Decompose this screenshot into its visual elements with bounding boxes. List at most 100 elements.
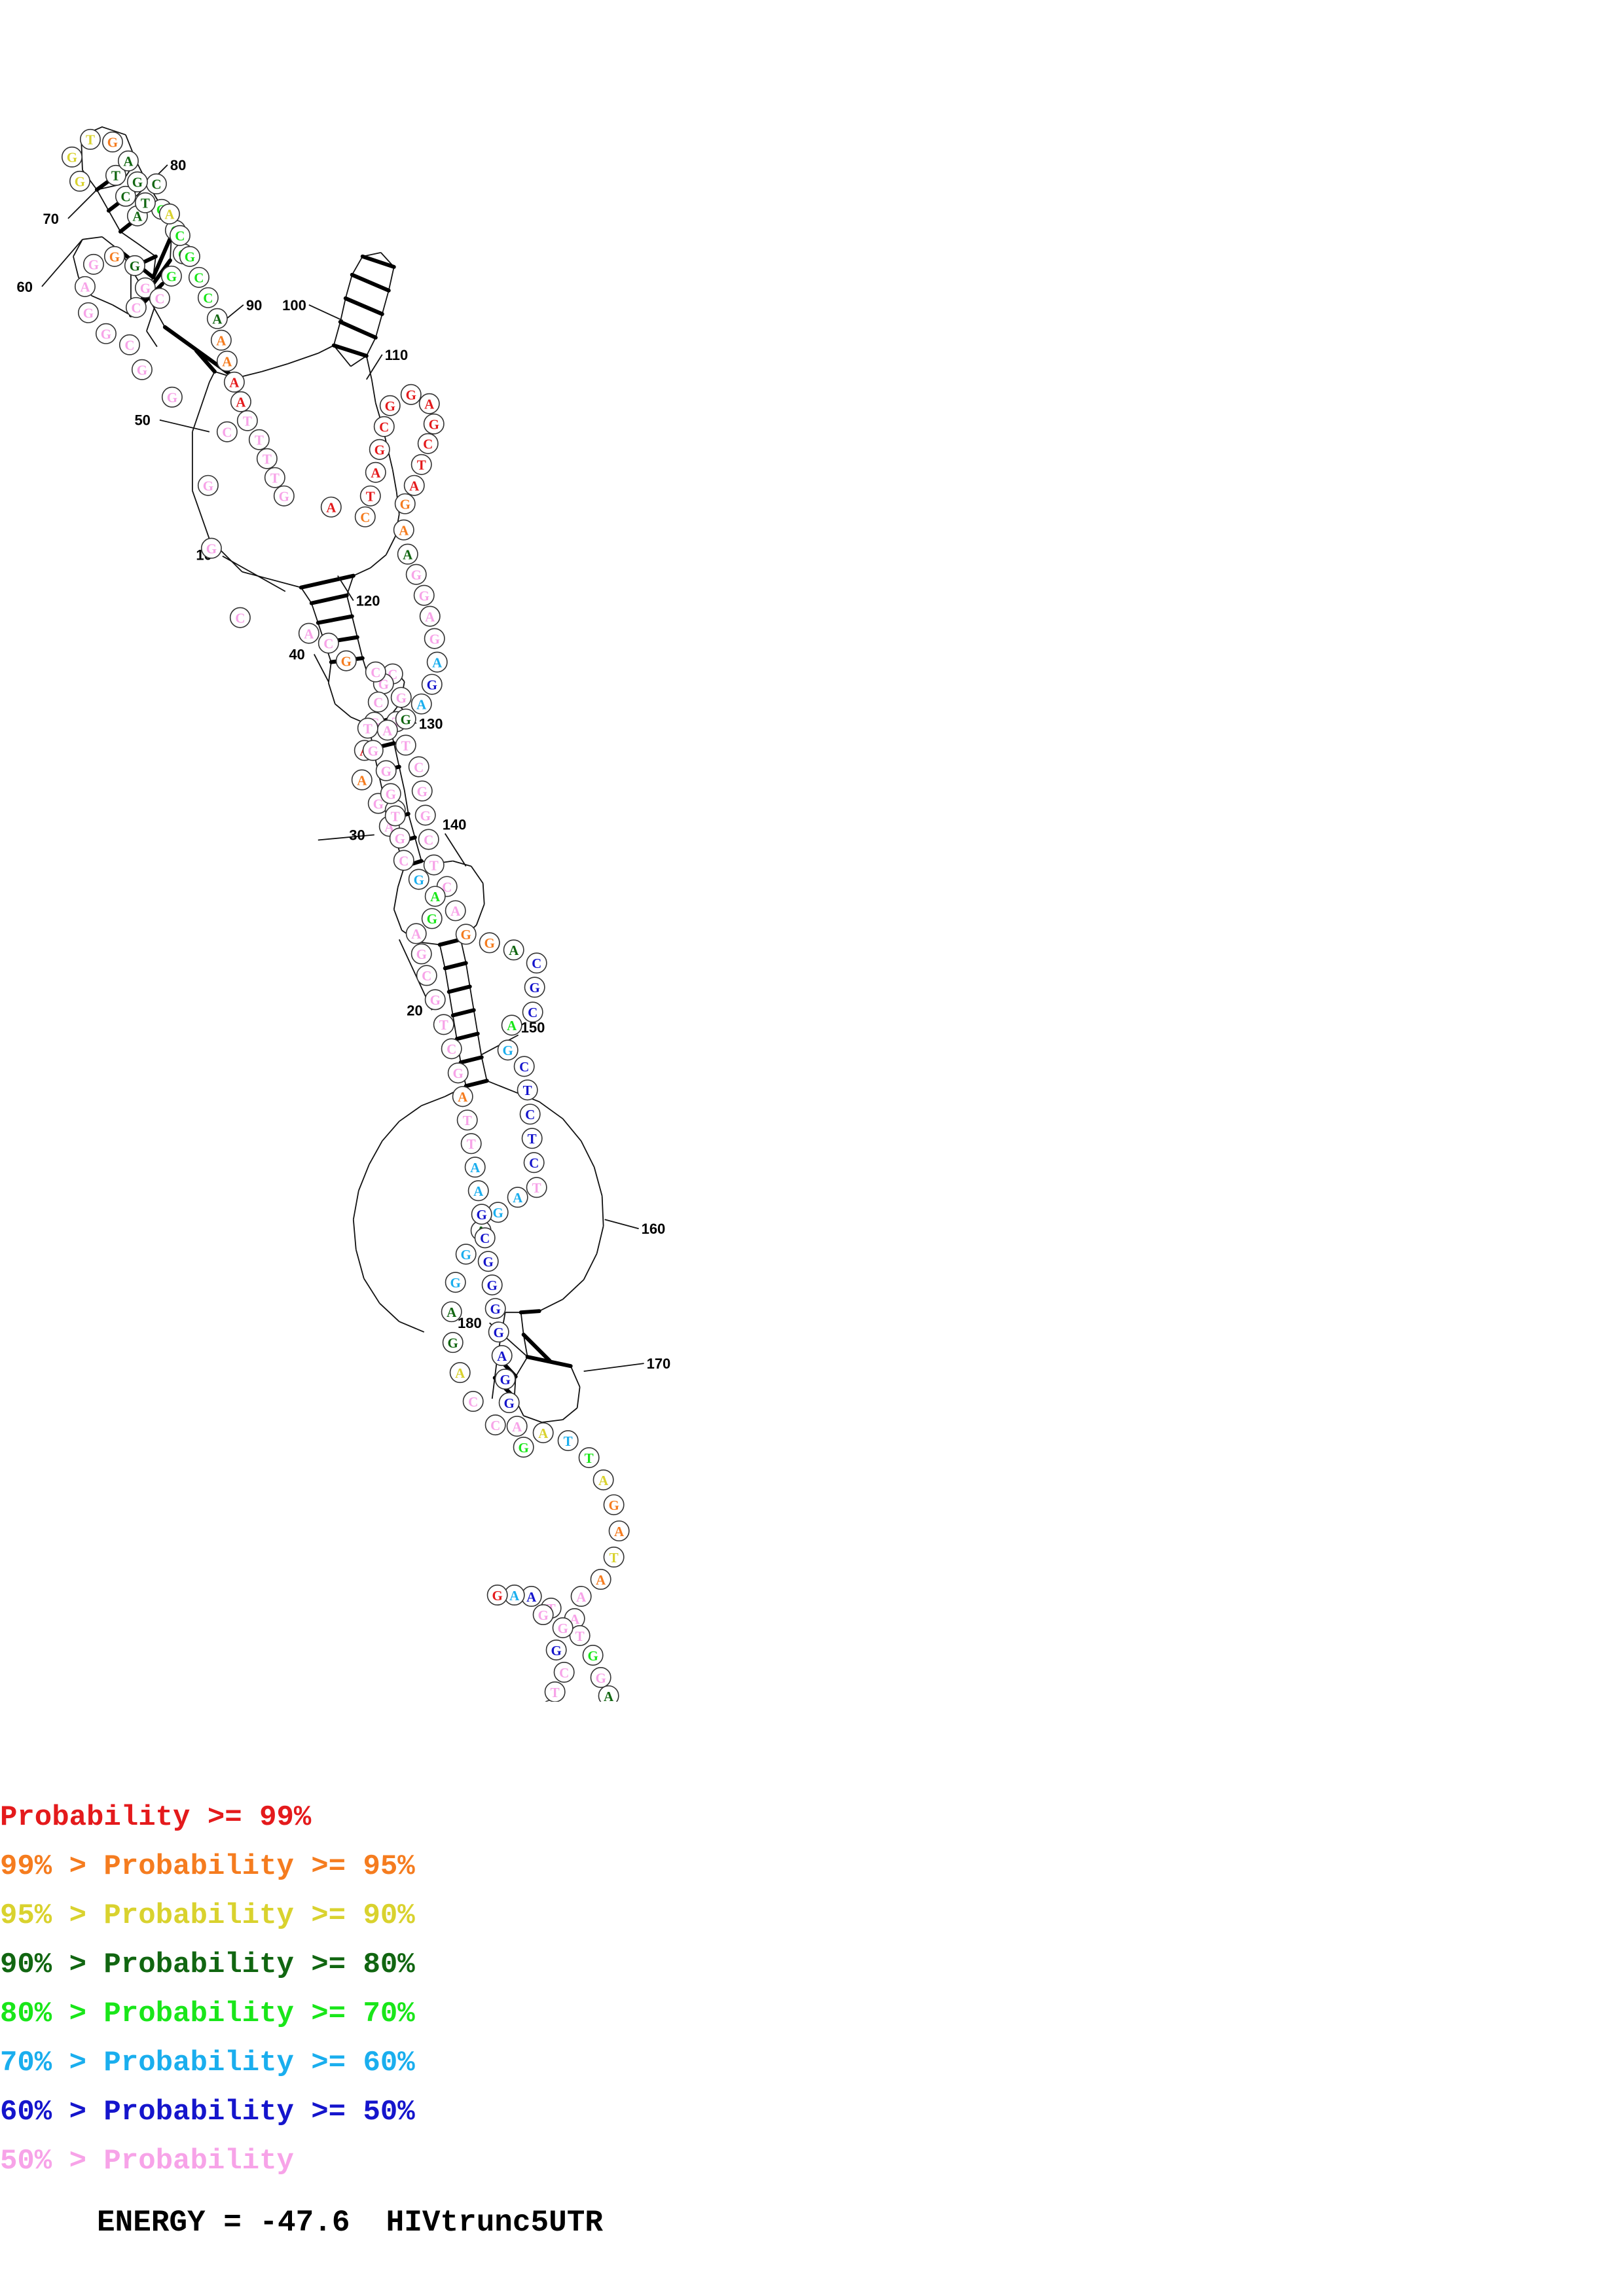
svg-text:T: T (263, 452, 272, 467)
svg-text:A: A (403, 547, 412, 562)
svg-text:C: C (151, 177, 161, 192)
svg-text:C: C (442, 879, 452, 895)
nucleotide-160: A (570, 1586, 592, 1607)
nucleotide-86: A (210, 329, 232, 351)
svg-text:A: A (229, 375, 239, 391)
svg-text:G: G (101, 327, 111, 342)
nucleotide-155: A (593, 1469, 614, 1491)
legend-row-90: 95% > Probability >= 90% (0, 1899, 415, 1932)
nucleotide-75: T (79, 128, 101, 150)
svg-text:A: A (132, 209, 142, 224)
nucleotide-100: C (373, 416, 395, 437)
svg-text:A: A (222, 354, 232, 370)
svg-text:G: G (206, 541, 217, 556)
svg-text:A: A (357, 772, 367, 788)
svg-text:T: T (86, 132, 95, 148)
nucleotide-11: A (507, 1187, 528, 1208)
nucleotide-117: A (410, 693, 432, 715)
svg-text:T: T (610, 1550, 619, 1566)
nucleotide-71: C (115, 185, 136, 207)
svg-text:G: G (385, 399, 395, 414)
nucleotide-21: G (524, 977, 545, 998)
nucleotide-180: G (532, 1604, 554, 1625)
nucleotide-172: T (544, 1681, 566, 1702)
svg-text:G: G (483, 1254, 494, 1270)
nucleotide-111: G (405, 564, 427, 585)
nucleotide-133: G (424, 989, 446, 1011)
svg-text:G: G (493, 1205, 503, 1221)
svg-text:C: C (447, 1041, 456, 1057)
nucleotide-72: T (105, 164, 126, 186)
svg-text:C: C (194, 270, 204, 286)
svg-text:A: A (409, 478, 419, 493)
nucleotide-51: G (197, 475, 219, 496)
nucleotide-8: G (455, 1244, 477, 1265)
nucleotide-49: C (229, 607, 251, 628)
nucleotide-150: G (498, 1392, 520, 1414)
svg-text:A: A (432, 655, 442, 670)
rna-secondary-structure-diagram: 10 20 30 40 50 60 70 80 90 100 110 120 1… (17, 126, 670, 1702)
nucleotide-163: G (582, 1644, 604, 1666)
nucleotide-82: G (179, 245, 200, 267)
svg-text:T: T (255, 433, 264, 448)
nucleotide-41: A (351, 769, 373, 791)
svg-text:C: C (235, 610, 245, 626)
svg-text:G: G (132, 175, 143, 190)
svg-text:G: G (538, 1607, 549, 1623)
svg-text:C: C (490, 1418, 500, 1433)
position-label-180: 180 (458, 1315, 482, 1331)
position-label-120: 120 (356, 593, 380, 609)
svg-text:G: G (450, 1275, 461, 1291)
position-label-130: 130 (419, 716, 443, 732)
nucleotide-145: G (481, 1274, 503, 1296)
leader-10 (222, 555, 286, 592)
svg-text:G: G (492, 1588, 503, 1604)
svg-text:G: G (140, 281, 151, 296)
svg-text:T: T (528, 1131, 537, 1147)
svg-text:C: C (423, 437, 433, 452)
nucleotide-20: C (522, 1001, 543, 1023)
svg-text:C: C (424, 832, 433, 848)
energy-label: ENERGY = -47.6 HIVtrunc5UTR (97, 2206, 603, 2240)
svg-text:G: G (185, 249, 195, 265)
nucleotide-95: A (320, 496, 342, 518)
leader-140 (444, 833, 467, 867)
svg-text:C: C (155, 291, 164, 307)
nucleotide-31: G (411, 780, 433, 802)
svg-text:T: T (532, 1180, 541, 1196)
nucleotide-69: C (145, 173, 167, 194)
position-label-60: 60 (17, 279, 33, 295)
nucleotide-122: G (375, 760, 397, 781)
svg-text:C: C (480, 1230, 490, 1246)
nucleotide-175: G (552, 1617, 574, 1638)
svg-text:G: G (519, 1440, 529, 1456)
svg-text:A: A (470, 1160, 480, 1175)
svg-text:G: G (490, 1301, 501, 1317)
svg-text:C: C (422, 968, 431, 984)
nucleotide-1: G (513, 1437, 534, 1458)
svg-text:G: G (429, 631, 440, 647)
nucleotide-129: G (421, 908, 443, 929)
nucleotide-153: T (557, 1430, 579, 1452)
nucleotide-125: G (389, 827, 410, 849)
nucleotide-12: T (526, 1177, 547, 1198)
nucleotide-98: A (365, 461, 386, 483)
nucleotide-128: A (424, 886, 446, 907)
svg-text:A: A (425, 609, 435, 624)
nucleotide-15: C (519, 1103, 541, 1125)
svg-text:G: G (448, 1335, 458, 1351)
position-label-70: 70 (43, 211, 58, 227)
nucleotide-22: C (526, 952, 547, 974)
nucleotide-107: A (403, 475, 425, 496)
nucleotide-83: C (188, 266, 210, 288)
nucleotide-142: G (471, 1204, 492, 1225)
nucleotide-73: G (69, 170, 90, 192)
svg-text:A: A (512, 1419, 522, 1435)
svg-text:A: A (497, 1348, 507, 1364)
svg-text:T: T (417, 457, 426, 473)
svg-text:G: G (396, 690, 407, 706)
nucleotide-85: A (206, 308, 228, 329)
nucleotide-165: A (598, 1685, 619, 1702)
svg-text:C: C (519, 1059, 529, 1075)
svg-text:A: A (596, 1572, 606, 1588)
